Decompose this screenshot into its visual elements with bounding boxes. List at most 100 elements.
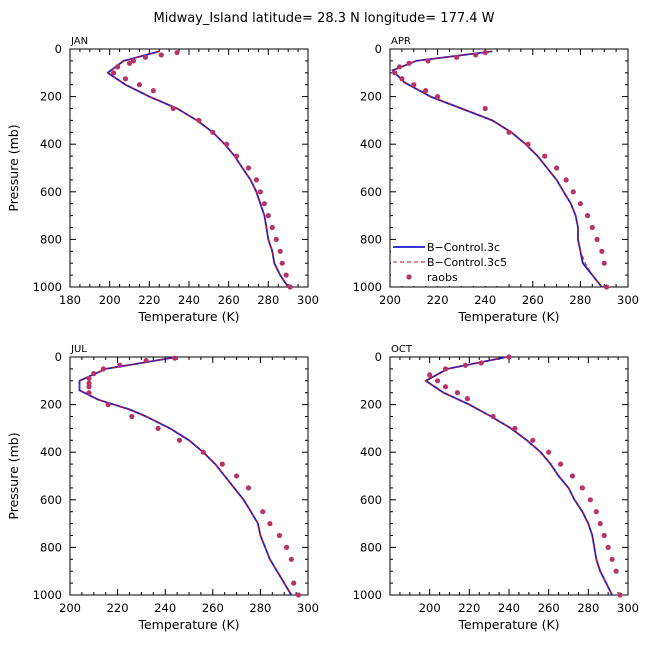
y-tick-label: 400 [40, 445, 62, 459]
y-tick-label: 0 [375, 42, 382, 56]
panel-label: OCT [391, 344, 413, 355]
raobs-point [599, 248, 605, 254]
raobs-point [617, 592, 623, 598]
plot-frame [389, 356, 629, 596]
raobs-point [411, 82, 417, 88]
y-tick-label: 0 [55, 42, 62, 56]
raobs-point [482, 49, 488, 56]
raobs-point [86, 375, 92, 382]
series-line-3c5 [78, 356, 292, 596]
raobs-point [579, 485, 585, 491]
raobs-point [603, 284, 610, 290]
raobs-point [174, 49, 180, 56]
raobs-point [569, 473, 576, 479]
y-tick-label: 0 [55, 350, 62, 364]
raobs-point [155, 425, 161, 431]
legend-label: B−Control.3c5 [427, 256, 507, 269]
raobs-point [143, 357, 149, 364]
raobs-point [392, 70, 398, 76]
raobs-point [287, 284, 293, 290]
raobs-point [425, 58, 431, 64]
x-tick-label: 280 [577, 601, 599, 615]
raobs-point [584, 213, 591, 219]
raobs-point [601, 532, 607, 539]
legend-swatch-raobs [406, 274, 412, 280]
x-tick-label: 180 [59, 293, 81, 307]
raobs-point [224, 141, 230, 147]
raobs-point [245, 485, 252, 491]
raobs-point [267, 521, 273, 527]
y-tick-label: 600 [360, 185, 382, 199]
raobs-point [150, 88, 156, 94]
raobs-point [279, 260, 285, 266]
x-tick-label: 240 [498, 601, 520, 615]
legend-label: B−Control.3c [427, 241, 500, 254]
raobs-point [601, 260, 607, 266]
raobs-point [506, 129, 512, 135]
x-axis-label: Temperature (K) [137, 309, 239, 324]
raobs-point [86, 380, 92, 386]
raobs-point [563, 177, 569, 183]
raobs-point [589, 224, 595, 231]
plot-frame [69, 356, 309, 596]
raobs-point [257, 189, 263, 195]
raobs-point [570, 189, 576, 195]
y-tick-label: 800 [360, 540, 382, 554]
raobs-point [454, 390, 461, 396]
raobs-point [490, 413, 496, 420]
raobs-point [454, 54, 460, 60]
series-line-3c [106, 50, 289, 288]
raobs-point [269, 224, 275, 231]
raobs-point [462, 362, 468, 368]
x-axis-label: Temperature (K) [137, 617, 239, 632]
x-tick-label: 300 [297, 293, 319, 307]
raobs-point [423, 88, 429, 94]
y-tick-label: 200 [40, 90, 62, 104]
raobs-point [115, 64, 121, 70]
raobs-point [530, 437, 536, 443]
y-tick-label: 1000 [353, 588, 382, 602]
raobs-point [482, 105, 488, 112]
panel-oct: 0 200 400 600 800 1000 200 220 240 260 280 300 Tempe… [353, 344, 639, 632]
x-tick-label: 260 [538, 601, 560, 615]
raobs-point [435, 378, 441, 384]
raobs-point [260, 509, 266, 515]
raobs-point [273, 236, 279, 242]
raobs-point [288, 556, 294, 562]
raobs-point [265, 213, 271, 219]
y-tick-label: 1000 [33, 280, 62, 294]
y-tick-label: 200 [40, 398, 62, 412]
x-axis-label: Temperature (K) [457, 309, 559, 324]
raobs-point [506, 354, 512, 360]
y-axis-label: Pressure (mb) [6, 124, 21, 211]
raobs-point [86, 384, 92, 390]
raobs-point [196, 117, 202, 123]
raobs-point [170, 105, 176, 112]
raobs-point [234, 153, 240, 159]
y-tick-label: 200 [360, 398, 382, 412]
raobs-point [122, 76, 129, 82]
x-tick-label: 260 [202, 601, 224, 615]
raobs-point [577, 201, 584, 207]
raobs-point [142, 54, 148, 60]
panel-label: JUL [70, 344, 87, 355]
y-tick-label: 400 [360, 137, 382, 151]
x-tick-label: 240 [474, 293, 496, 307]
raobs-point [525, 141, 531, 147]
raobs-point [295, 592, 302, 598]
x-tick-label: 240 [154, 601, 176, 615]
raobs-point [126, 60, 133, 66]
series-line-3c [78, 356, 293, 596]
raobs-point [554, 165, 560, 171]
y-tick-label: 600 [40, 185, 62, 199]
raobs-point [557, 461, 564, 467]
raobs-point [464, 396, 470, 402]
raobs-point [291, 580, 297, 586]
raobs-point [396, 64, 403, 70]
x-tick-label: 300 [617, 293, 639, 307]
x-tick-label: 260 [522, 293, 544, 307]
